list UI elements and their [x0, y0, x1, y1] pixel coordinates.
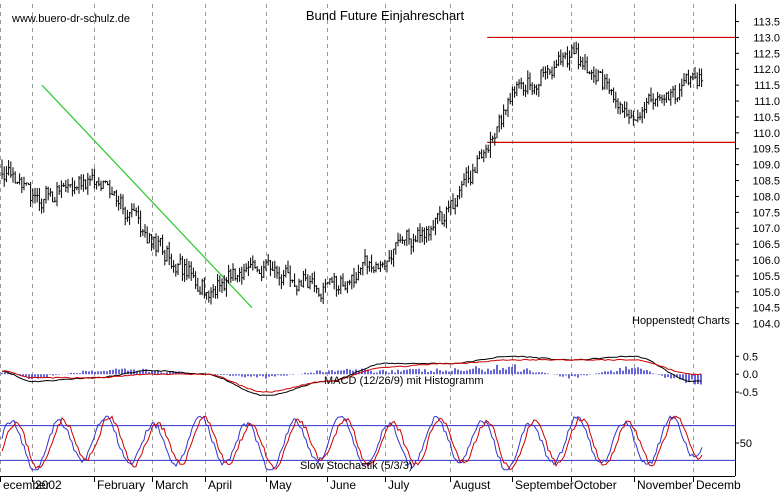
price-y-tick-label: 105.0 [752, 287, 780, 299]
price-y-tick-label: 106.0 [752, 255, 780, 267]
macd-y-tick-label: -0.5 [739, 387, 758, 399]
price-y-tick-label: 111.5 [754, 80, 780, 92]
x-tick-label: August [453, 478, 491, 492]
price-y-tick-label: 110.5 [753, 112, 780, 124]
stoch-label: Slow Stochastik (5/3/3) [300, 460, 413, 472]
x-tick-label: Decemb [696, 478, 741, 492]
x-tick-label: 2002 [35, 478, 62, 492]
macd-y-tick-label: 0.0 [743, 369, 758, 381]
price-y-tick-label: 104.0 [752, 319, 780, 331]
price-y-tick-label: 108.5 [752, 176, 780, 188]
price-y-tick-label: 105.5 [752, 271, 780, 283]
macd-y-tick-label: 0.5 [743, 351, 758, 363]
axes: 104.0 104.5 105.0 105.5 106.0 106.5 107.0 107.5… [0, 4, 780, 492]
price-y-tick-label: 109.5 [752, 144, 780, 156]
price-y-tick-label: 113.0 [753, 32, 780, 44]
price-y-tick-label: 109.0 [752, 160, 780, 172]
price-y-tick-label: 107.0 [752, 223, 780, 235]
stoch-y-tick-label: 50 [740, 438, 752, 450]
x-tick-label: September [515, 478, 574, 492]
chart-title: Bund Future Einjahreschart [306, 8, 465, 23]
stochastic-panel [0, 415, 735, 471]
trendline [41, 84, 253, 309]
x-tick-label: November [637, 478, 692, 492]
x-tick-label: February [97, 478, 145, 492]
macd-label: MACD (12/26/9) mit Histogramm [324, 375, 484, 387]
x-tick-label: May [269, 478, 292, 492]
price-y-tick-label: 112.5 [753, 48, 780, 60]
channel-lines [487, 36, 735, 143]
price-series [1, 41, 704, 305]
price-y-tick-label: 107.5 [752, 207, 780, 219]
site-label: www.buero-dr-schulz.de [11, 13, 130, 25]
stoch-d-line [1, 415, 703, 471]
price-y-tick-label: 110.0 [753, 128, 780, 140]
grid [0, 4, 694, 476]
macd-signal-line [1, 358, 702, 393]
publisher-label: Hoppenstedt Charts [632, 315, 730, 327]
price-y-tick-label: 111.0 [754, 96, 780, 108]
x-tick-label: July [388, 478, 409, 492]
price-y-tick-label: 113.5 [753, 17, 780, 29]
x-tick-label: April [208, 478, 232, 492]
price-y-tick-label: 108.0 [752, 191, 780, 203]
stoch-k-line [1, 415, 703, 471]
x-tick-label: October [574, 478, 617, 492]
macd-panel [1, 355, 702, 397]
x-tick-label: ecember [3, 478, 50, 492]
trendline-segment [41, 84, 253, 309]
x-tick-label: March [155, 478, 188, 492]
price-y-tick-label: 104.5 [752, 303, 780, 315]
price-y-tick-label: 112.0 [753, 64, 780, 76]
x-tick-label: June [330, 478, 356, 492]
price-y-tick-label: 106.5 [752, 239, 780, 251]
